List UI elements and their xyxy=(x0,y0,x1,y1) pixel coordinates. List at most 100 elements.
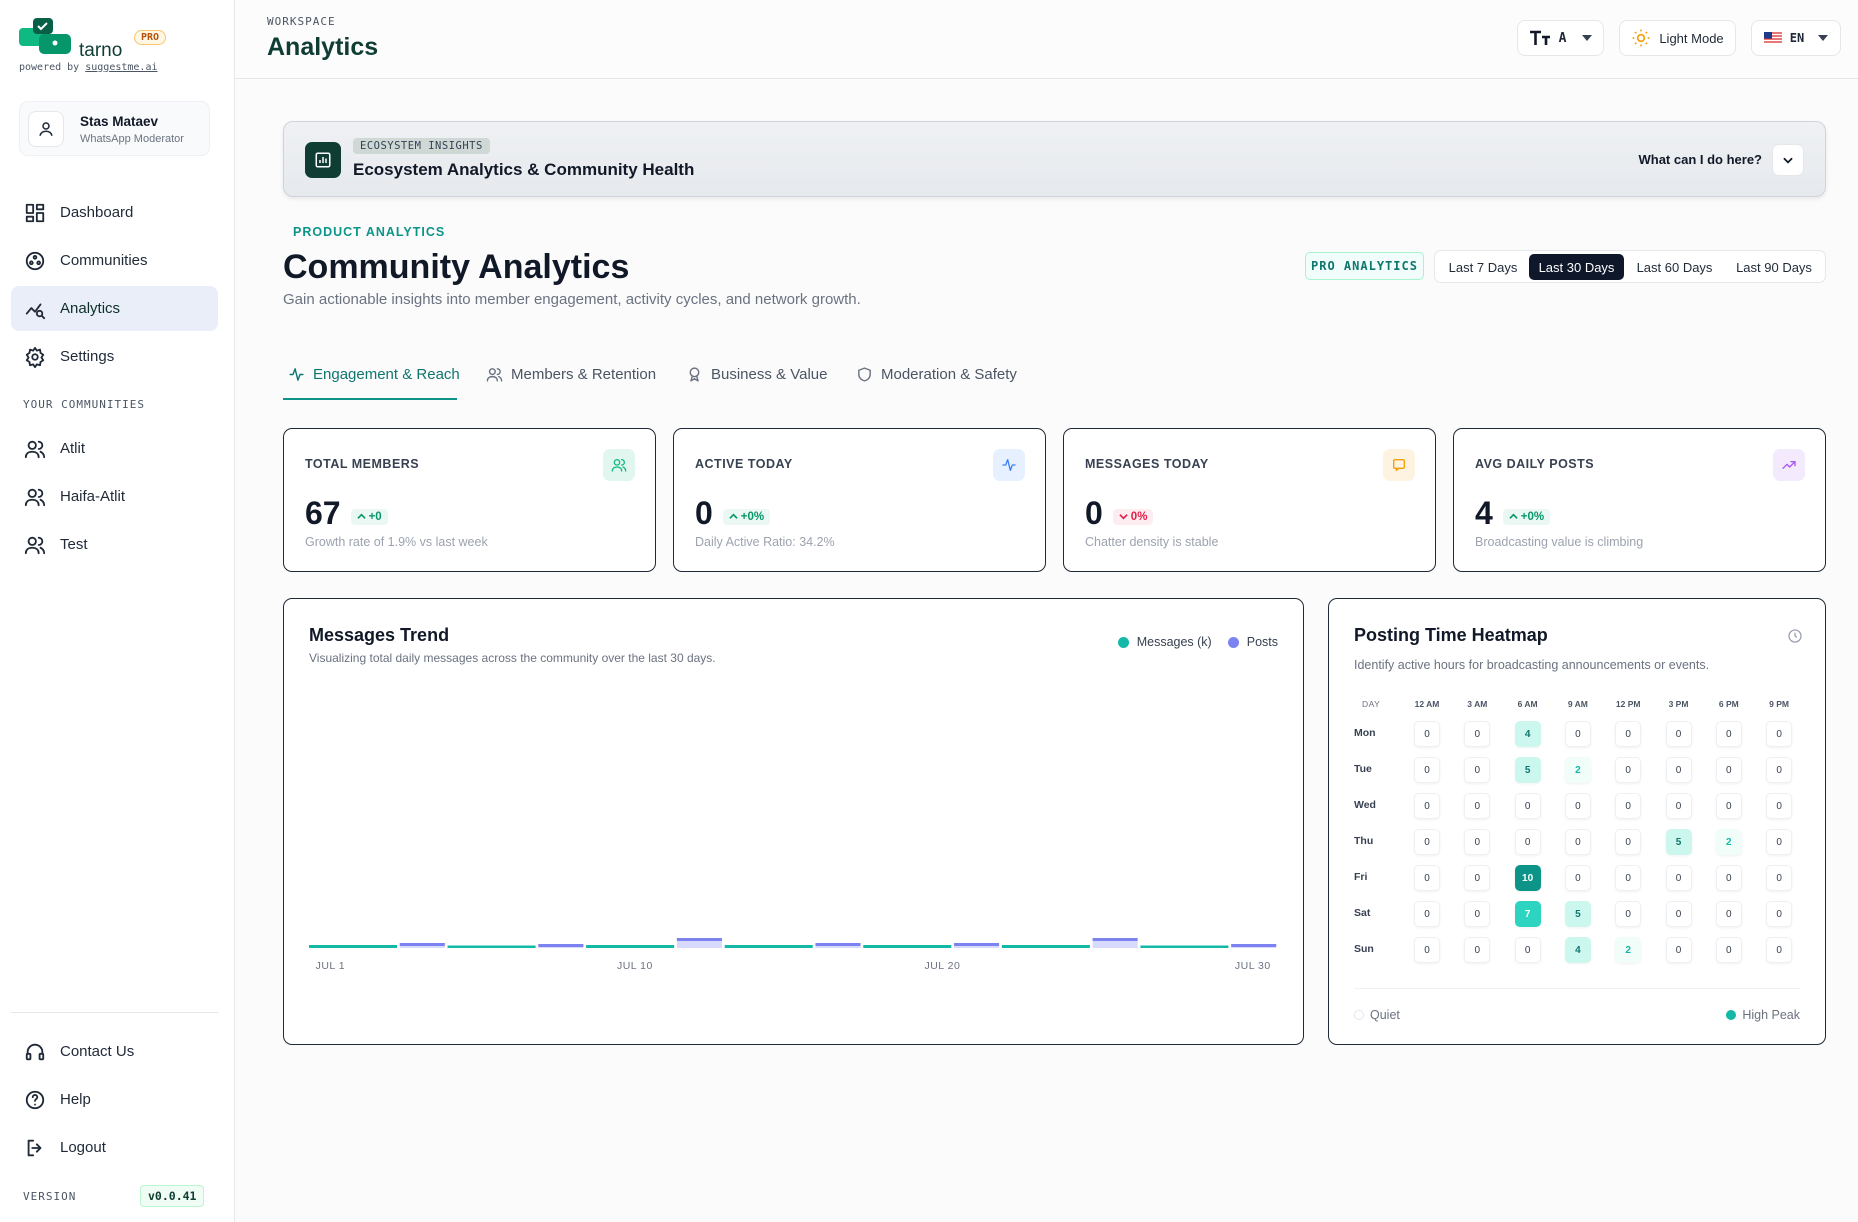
nav-item[interactable]: Communities xyxy=(11,238,218,283)
language-button[interactable]: EN xyxy=(1751,20,1841,56)
tab[interactable]: Business & Value xyxy=(686,366,827,383)
flag-icon xyxy=(1763,32,1782,44)
stat-icon xyxy=(603,449,635,481)
hour-label: 12 PM xyxy=(1615,699,1641,709)
theme-button[interactable]: Light Mode xyxy=(1619,20,1736,56)
range-option[interactable]: Last 60 Days xyxy=(1636,259,1713,275)
insights-banner: ECOSYSTEM INSIGHTS Ecosystem Analytics &… xyxy=(283,121,1826,197)
x-tick-label: JUL 1 xyxy=(316,960,346,972)
stat-note: Growth rate of 1.9% vs last week xyxy=(305,535,488,549)
heat-cell: 2 xyxy=(1715,829,1742,855)
stat-card: MESSAGES TODAY 0 0% Chatter density is stab… xyxy=(1063,428,1436,572)
stat-note: Broadcasting value is climbing xyxy=(1475,535,1644,549)
help-link[interactable]: What can I do here? xyxy=(1638,152,1762,167)
bar xyxy=(676,938,722,948)
footer-nav-item[interactable]: Help xyxy=(11,1077,218,1122)
card-subtitle: Visualizing total daily messages across … xyxy=(309,651,716,665)
heat-cell: 0 xyxy=(1414,865,1440,891)
tab-label: Moderation & Safety xyxy=(881,366,1017,383)
hour-label: 6 PM xyxy=(1718,699,1739,709)
bar-cap xyxy=(1231,944,1277,947)
section-title: Community Analytics xyxy=(283,248,630,286)
heat-cell: 4 xyxy=(1514,721,1541,747)
heat-cell: 0 xyxy=(1766,865,1793,891)
community-item[interactable]: Atlit xyxy=(11,426,218,471)
hour-label: 3 PM xyxy=(1668,699,1689,709)
nav-item[interactable]: Settings xyxy=(11,334,218,379)
page-title: Analytics xyxy=(267,33,379,61)
bar-cap xyxy=(1092,938,1138,941)
hour-label: 9 AM xyxy=(1567,699,1588,709)
bar-cap xyxy=(586,945,675,948)
heat-cell: 0 xyxy=(1414,757,1440,783)
stat-value: 0 xyxy=(695,495,713,531)
tab[interactable]: Members & Retention xyxy=(486,366,656,383)
stat-change-label: 0% xyxy=(1130,510,1148,523)
banner-title: Ecosystem Analytics & Community Health xyxy=(353,160,695,179)
powered-domain[interactable]: suggestme.ai xyxy=(85,62,158,73)
expand-button[interactable] xyxy=(1772,144,1804,176)
font-size-button[interactable]: A xyxy=(1517,20,1604,56)
heat-cell: 0 xyxy=(1766,829,1793,855)
divider xyxy=(11,1012,218,1013)
hour-label: 3 AM xyxy=(1467,699,1488,709)
banner-badge: ECOSYSTEM INSIGHTS xyxy=(353,138,490,154)
legend-item: Quiet xyxy=(1354,1008,1400,1022)
legend-swatch xyxy=(1227,636,1239,648)
legend-swatch xyxy=(1117,636,1129,648)
heat-cell: 0 xyxy=(1665,793,1692,819)
footer-nav-item[interactable]: Contact Us xyxy=(11,1029,218,1074)
nav-label: Settings xyxy=(60,348,115,365)
nav-label: Logout xyxy=(60,1139,106,1156)
heat-cell: 0 xyxy=(1715,721,1742,747)
theme-label: Light Mode xyxy=(1659,30,1724,46)
stat-value: 4 xyxy=(1475,495,1493,531)
legend-swatch xyxy=(1726,1010,1737,1020)
logo-icon xyxy=(19,18,71,54)
stat-value: 67 xyxy=(305,495,341,531)
nav-item[interactable]: Analytics xyxy=(11,286,218,331)
bar-cap xyxy=(954,943,1000,946)
nav-label: Contact Us xyxy=(60,1043,135,1060)
heat-cell: 0 xyxy=(1615,721,1642,747)
footer-nav-item[interactable]: Logout xyxy=(11,1125,218,1170)
community-item[interactable]: Test xyxy=(11,522,218,567)
heat-cell: 5 xyxy=(1665,829,1692,855)
heat-cell: 0 xyxy=(1615,793,1642,819)
stat-card: ACTIVE TODAY 0 +0% Daily Active Ratio: 34.2… xyxy=(673,428,1046,572)
section-subtitle: Gain actionable insights into member eng… xyxy=(283,291,861,308)
day-label: Tue xyxy=(1354,763,1372,775)
version: v0.0.41 xyxy=(140,1185,205,1207)
day-label: Sun xyxy=(1354,943,1374,955)
nav-item[interactable]: Dashboard xyxy=(11,190,218,235)
heat-cell: 0 xyxy=(1715,937,1742,963)
x-tick-label: JUL 20 xyxy=(924,960,960,972)
heat-cell: 0 xyxy=(1665,721,1692,747)
day-label: Mon xyxy=(1354,727,1376,739)
range-option[interactable]: Last 90 Days xyxy=(1736,259,1812,275)
hour-label: 9 PM xyxy=(1769,699,1790,709)
day-label: Sat xyxy=(1354,907,1371,919)
heat-cell: 0 xyxy=(1514,937,1541,963)
community-label: Haifa-Atlit xyxy=(60,488,126,505)
bar-cap xyxy=(399,943,445,946)
card-subtitle: Identify active hours for broadcasting a… xyxy=(1354,658,1710,672)
powered-by: powered by suggestme.ai xyxy=(19,62,158,73)
legend-swatch xyxy=(1354,1010,1364,1020)
bar-cap xyxy=(309,945,397,948)
stat-row: 4 +0% xyxy=(1475,495,1551,532)
user-card[interactable]: Stas Mataev WhatsApp Moderator xyxy=(19,101,210,156)
nav-label: Dashboard xyxy=(60,204,134,221)
range-option[interactable]: Last 30 Days xyxy=(1529,254,1624,280)
stat-change-label: +0% xyxy=(740,510,765,523)
sun-icon xyxy=(1632,29,1650,47)
heat-cell: 5 xyxy=(1514,757,1541,783)
community-item[interactable]: Haifa-Atlit xyxy=(11,474,218,519)
brand: tarno xyxy=(79,40,123,61)
stat-note: Daily Active Ratio: 34.2% xyxy=(695,535,835,549)
range-option[interactable]: Last 7 Days xyxy=(1448,259,1518,275)
tab[interactable]: Engagement & Reach xyxy=(288,366,460,383)
tab[interactable]: Moderation & Safety xyxy=(856,366,1017,383)
header: WORKSPACE Analytics xyxy=(235,0,1858,79)
